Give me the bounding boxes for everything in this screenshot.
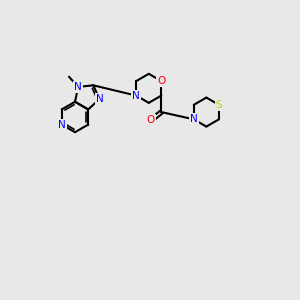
Text: N: N: [74, 82, 82, 92]
Text: N: N: [96, 94, 104, 104]
Text: S: S: [216, 100, 222, 110]
Text: N: N: [190, 114, 198, 124]
Text: O: O: [157, 76, 166, 86]
Text: O: O: [147, 116, 155, 125]
Text: N: N: [58, 120, 66, 130]
Text: N: N: [132, 91, 140, 100]
